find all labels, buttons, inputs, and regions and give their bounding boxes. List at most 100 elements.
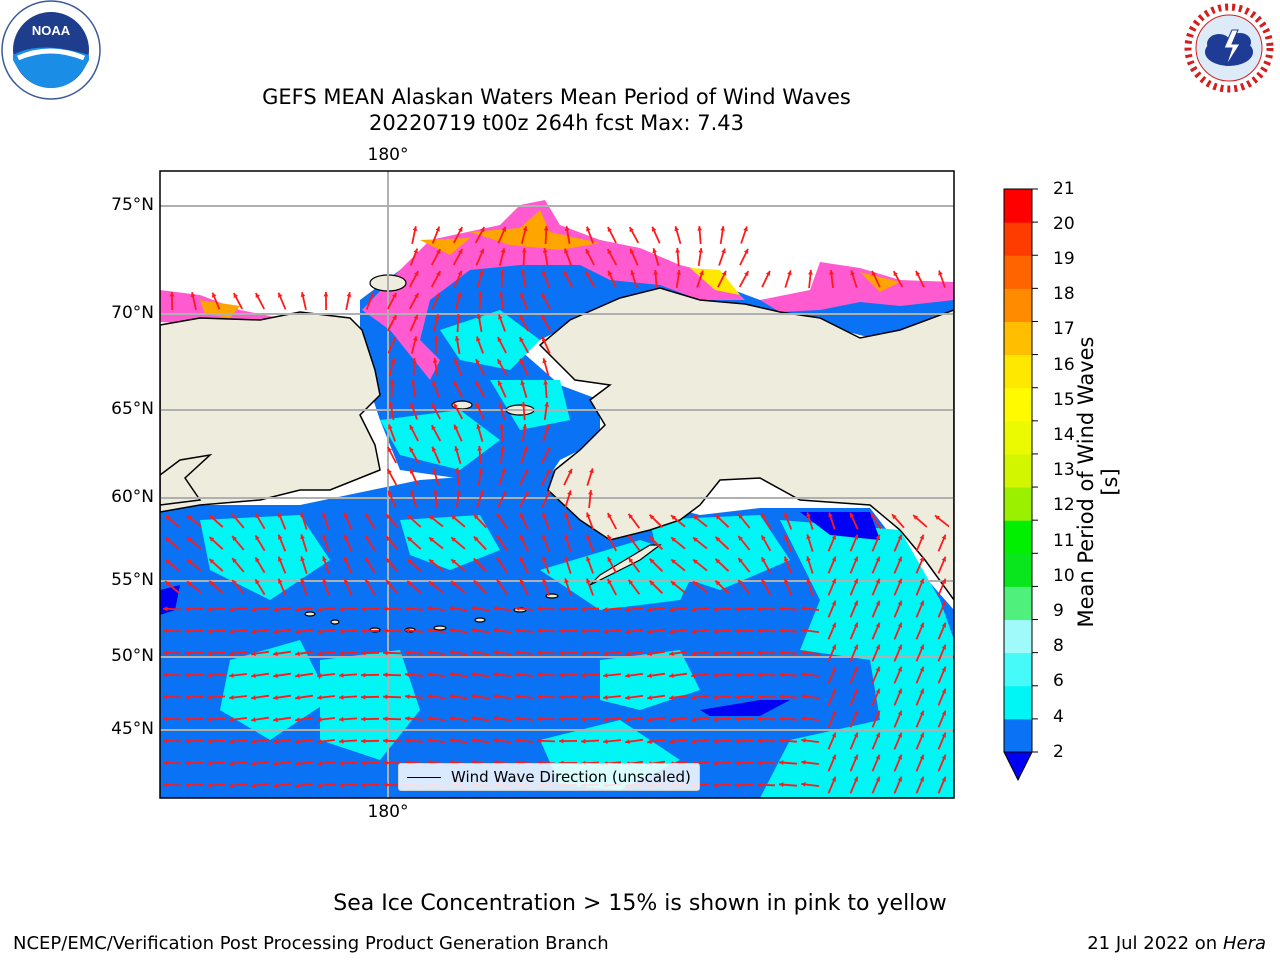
map-legend: Wind Wave Direction (unscaled)	[398, 763, 700, 791]
wave-direction-arrowhead	[831, 534, 836, 540]
wave-direction-arrowhead	[586, 512, 591, 518]
wave-direction-arrowhead	[519, 358, 525, 364]
wave-direction-arrowhead	[496, 513, 502, 519]
wave-direction-arrowhead	[875, 688, 880, 694]
wave-direction-arrowhead	[625, 607, 630, 612]
wave-direction-arrowhead	[941, 776, 946, 782]
wave-direction-arrowhead	[564, 578, 569, 584]
wave-direction-arrowhead	[721, 248, 726, 254]
wave-direction-arrowhead	[383, 782, 388, 788]
wave-direction-arrowhead	[919, 754, 924, 760]
lat-label-50: 50°N	[111, 646, 154, 666]
wave-direction-arrowhead	[433, 490, 438, 495]
cb-tick-18: 18	[1053, 284, 1075, 304]
cb-tick-21: 21	[1053, 179, 1075, 199]
wave-direction-arrowhead	[477, 292, 483, 297]
wave-direction-arrowhead	[405, 738, 410, 743]
wave-direction-arrowhead	[581, 694, 586, 700]
wave-direction-arrowhead	[806, 534, 811, 540]
wave-direction-arrowhead	[853, 688, 858, 694]
wave-direction-arrowhead	[581, 716, 586, 722]
colorbar-segment	[1004, 487, 1032, 521]
wave-direction-arrowhead	[853, 600, 858, 606]
footer-date: 21 Jul 2022 on	[1087, 933, 1223, 954]
wave-direction-arrowhead	[414, 271, 419, 276]
wave-direction-arrowhead	[853, 556, 858, 562]
wave-direction-arrowhead	[941, 754, 946, 760]
wave-direction-arrowhead	[875, 622, 880, 628]
wave-direction-arrowhead	[586, 556, 591, 562]
wave-direction-arrowhead	[251, 761, 256, 766]
wave-direction-arrowhead	[455, 314, 461, 319]
wave-direction-arrowhead	[295, 783, 300, 788]
wave-direction-arrowhead	[165, 581, 170, 586]
footer-right: 21 Jul 2022 on Hera	[1087, 933, 1266, 954]
wave-direction-arrowhead	[185, 606, 190, 612]
wave-direction-arrowhead	[757, 694, 762, 700]
wave-direction-arrowhead	[801, 716, 806, 721]
wave-direction-arrowhead	[875, 666, 880, 672]
wave-direction-arrowhead	[853, 666, 858, 672]
wave-direction-arrowhead	[387, 469, 392, 475]
wave-direction-arrowhead	[169, 292, 175, 297]
wave-direction-arrowhead	[361, 694, 366, 700]
wave-direction-arrowhead	[563, 271, 568, 276]
cb-tick-10: 10	[1053, 566, 1075, 586]
wave-direction-arrowhead	[589, 468, 594, 474]
wave-direction-arrowhead	[875, 600, 880, 606]
wave-direction-arrowhead	[625, 739, 630, 744]
wave-direction-arrowhead	[941, 644, 946, 650]
wave-direction-arrowhead	[500, 446, 505, 451]
wave-direction-arrowhead	[757, 716, 762, 722]
wave-direction-arrowhead	[432, 358, 438, 363]
wave-direction-arrowhead	[429, 537, 434, 542]
wave-direction-arrowhead	[735, 760, 740, 766]
wave-direction-arrowhead	[339, 628, 344, 634]
wave-direction-arrowhead	[339, 760, 344, 766]
land-masses	[160, 287, 954, 602]
wave-direction-arrowhead	[515, 628, 520, 633]
wave-direction-arrowhead	[581, 738, 586, 744]
wave-direction-arrowhead	[185, 650, 190, 656]
wave-direction-arrowhead	[897, 600, 902, 606]
title-line-1: GEFS MEAN Alaskan Waters Mean Period of …	[262, 85, 851, 109]
wave-direction-arrowhead	[738, 580, 743, 585]
noaa-logo: NOAA	[1, 0, 101, 100]
wave-direction-arrowhead	[412, 226, 418, 231]
wave-direction-arrowhead	[317, 629, 322, 634]
wave-direction-arrowhead	[232, 580, 237, 585]
wave-direction-arrowhead	[229, 607, 234, 612]
wave-direction-arrowhead	[229, 673, 234, 678]
colorbar-segment	[1004, 453, 1032, 488]
wave-direction-arrowhead	[317, 761, 322, 766]
wave-direction-arrowhead	[163, 628, 168, 634]
wave-direction-arrowhead	[559, 672, 564, 678]
wave-direction-arrowhead	[875, 556, 880, 562]
wave-direction-arrowhead	[941, 578, 946, 584]
wave-direction-arrowhead	[831, 578, 836, 584]
wave-direction-arrowhead	[209, 536, 215, 542]
wave-direction-arrowhead	[831, 644, 836, 650]
wave-direction-arrowhead	[383, 694, 388, 700]
wave-direction-arrowhead	[831, 776, 836, 782]
wave-direction-arrowhead	[251, 717, 256, 722]
wave-direction-arrowhead	[361, 672, 366, 678]
wave-direction-arrowhead	[361, 606, 366, 612]
wave-direction-arrowhead	[784, 534, 789, 540]
wave-direction-arrowhead	[607, 513, 612, 518]
wave-direction-arrowhead	[652, 248, 657, 254]
wave-direction-arrowhead	[586, 534, 591, 540]
wave-direction-arrowhead	[515, 694, 520, 699]
wave-direction-arrowhead	[295, 673, 300, 678]
wave-direction-arrowhead	[649, 536, 655, 542]
wave-direction-arrowhead	[671, 559, 676, 564]
wave-direction-arrowhead	[232, 536, 237, 541]
wave-direction-arrowhead	[475, 359, 480, 364]
wave-direction-arrowhead	[806, 578, 811, 584]
wave-direction-arrowhead	[392, 293, 397, 298]
wave-direction-arrowhead	[919, 622, 924, 628]
wave-direction-arrowhead	[165, 559, 170, 564]
gridlines	[160, 171, 954, 798]
wave-direction-arrowhead	[407, 559, 413, 564]
wave-direction-arrowhead	[251, 695, 256, 700]
